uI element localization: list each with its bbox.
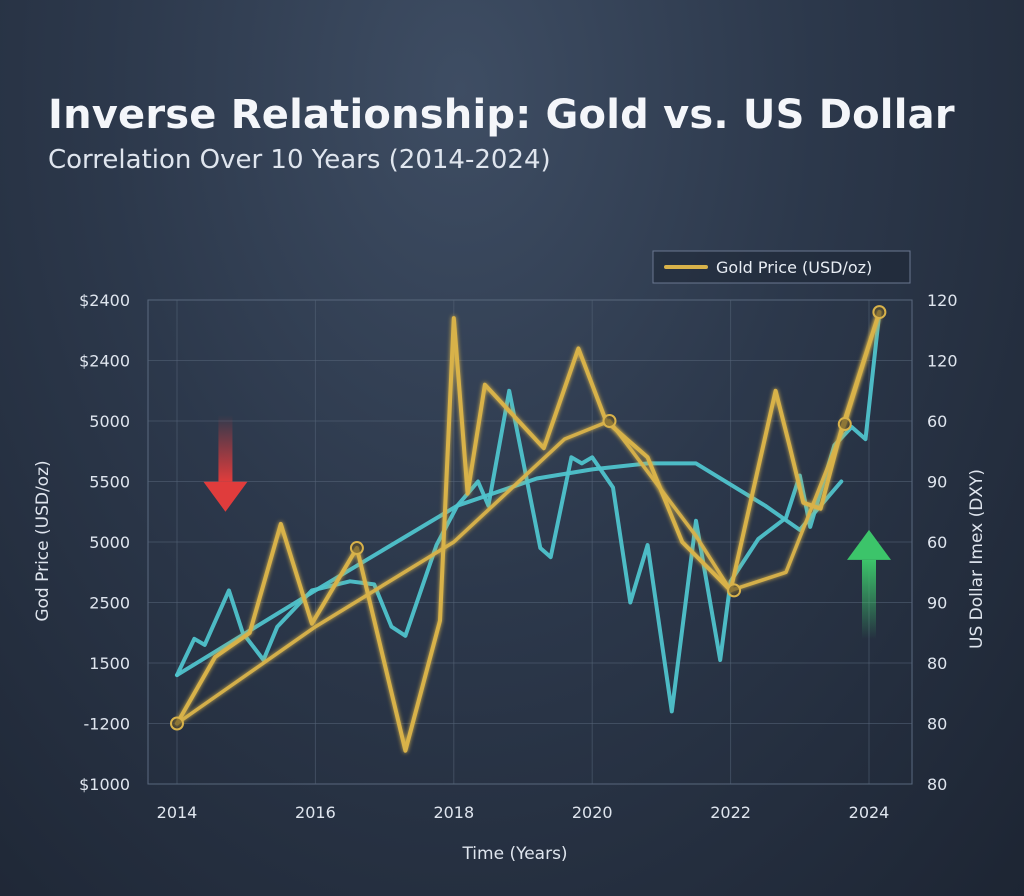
x-tick-label: 2014 (157, 803, 198, 822)
series-layer (175, 310, 882, 753)
up-arrow-shaft (862, 559, 876, 639)
down-arrow-shaft (218, 414, 233, 482)
x-tick-label: 2018 (433, 803, 474, 822)
gold-marker (170, 716, 184, 731)
y-right-tick-label: 120 (927, 291, 958, 310)
x-tick-label: 2024 (849, 803, 890, 822)
y-right-tick-label: 80 (927, 654, 947, 673)
up-arrow-head (847, 529, 891, 560)
markers (170, 305, 887, 731)
y-left-tick-label: $1000 (79, 775, 130, 794)
y-axis-left-title: God Price (USD/oz) (33, 460, 53, 621)
x-tick-label: 2022 (710, 803, 751, 822)
y-left-tick-label: 1500 (89, 654, 130, 673)
gold-marker (727, 583, 742, 598)
x-axis-title: Time (Years) (461, 844, 567, 864)
series-line-gold-trend (175, 310, 882, 726)
up-arrow (847, 529, 891, 639)
y-right-tick-label: 120 (927, 352, 958, 371)
chart-title: Inverse Relationship: Gold vs. US Dollar (48, 92, 955, 138)
y-left-tick-label: 5000 (89, 412, 130, 431)
x-tick-label: 2016 (295, 803, 336, 822)
legend-gold-label: Gold Price (USD/oz) (716, 258, 872, 277)
series-line-dollar (175, 310, 882, 714)
down-arrow (203, 414, 248, 512)
y-left-tick-label: $2400 (79, 291, 130, 310)
y-right-tick-label: 60 (927, 533, 947, 552)
y-axis-right-title: US Dollar Imex (DXY) (967, 469, 987, 649)
gold-marker (872, 305, 887, 320)
y-right-ticks: 120 120 60 90 60 90 80 80 80 (927, 291, 958, 794)
y-left-ticks: $2400 $2400 5000 5500 5000 2500 1500 -1200 $1000 (79, 291, 130, 794)
chart-subtitle: Correlation Over 10 Years (2014-2024) (48, 145, 551, 175)
y-right-tick-label: 80 (927, 775, 947, 794)
series-line-dollar-trend (175, 461, 844, 678)
gold-marker (349, 541, 364, 556)
y-left-tick-label: 5500 (89, 473, 130, 492)
gold-marker (602, 414, 617, 428)
y-left-tick-label: 5000 (89, 533, 130, 552)
legend: Gold Price (USD/oz) (652, 250, 911, 284)
gold-marker (837, 417, 852, 432)
annotations (203, 414, 891, 639)
y-left-tick-label: 2500 (89, 594, 130, 613)
y-right-tick-label: 90 (927, 594, 947, 613)
x-tick-label: 2020 (572, 803, 613, 822)
series-line-gold-volatile (175, 310, 882, 753)
down-arrow-head (203, 481, 248, 512)
y-left-tick-label: -1200 (84, 715, 131, 734)
y-right-tick-label: 90 (927, 473, 947, 492)
y-left-tick-label: $2400 (79, 352, 130, 371)
y-right-tick-label: 60 (927, 412, 947, 431)
x-ticks: 2014 2016 2018 2020 2022 2024 (157, 803, 890, 822)
y-right-tick-label: 80 (927, 715, 947, 734)
